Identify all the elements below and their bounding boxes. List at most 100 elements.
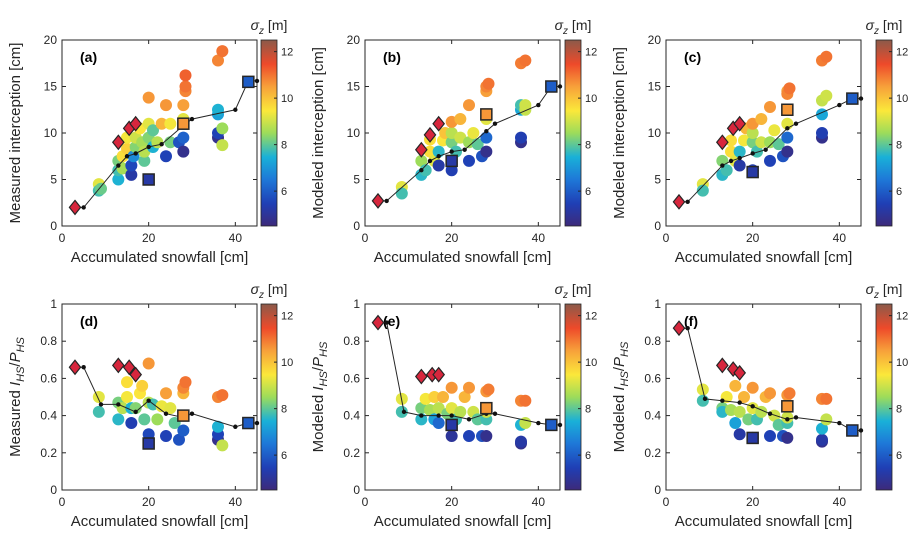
diamond-marker: [414, 368, 428, 385]
y-tick-label: 0.6: [343, 371, 360, 385]
data-point: [755, 113, 768, 126]
mean-marker: [720, 398, 725, 403]
diamond-marker: [715, 357, 729, 374]
x-tick-label: 0: [59, 495, 66, 509]
y-tick-label: 20: [347, 33, 361, 47]
data-point: [729, 417, 742, 430]
diamond-marker: [129, 115, 143, 132]
data-point: [519, 394, 532, 407]
x-axis-label: Accumulated snowfall [cm]: [71, 513, 249, 530]
data-point: [138, 154, 151, 167]
mean-marker: [81, 205, 86, 210]
y-tick-label: 0.8: [40, 334, 57, 348]
diamond-marker: [122, 359, 136, 376]
data-point: [480, 145, 493, 158]
colorbar-tick-label: 10: [585, 93, 597, 105]
mean-marker: [436, 413, 441, 418]
mean-marker: [163, 411, 169, 416]
data-point: [733, 145, 746, 158]
data-point: [519, 54, 532, 67]
x-tick-label: 40: [532, 231, 546, 245]
square-marker: [445, 418, 458, 432]
data-point: [772, 138, 785, 151]
mean-marker: [702, 396, 708, 402]
y-axis-label: Measured interception [cm]: [7, 43, 24, 224]
square-marker: [846, 424, 859, 437]
mean-marker: [189, 411, 195, 416]
data-point: [129, 402, 142, 415]
x-tick-label: 0: [663, 231, 670, 245]
colorbar-tick-label: 12: [896, 47, 908, 59]
x-tick-label: 40: [532, 495, 546, 509]
mean-marker: [536, 102, 541, 108]
data-point: [746, 381, 759, 394]
mean-marker: [685, 325, 690, 331]
mean-marker: [116, 163, 121, 168]
colorbar: [875, 39, 893, 227]
colorbar-tick-label: 6: [281, 450, 287, 462]
y-axis-label: Modeled IHS/PHS: [611, 341, 631, 452]
colorbar-tick-label: 12: [585, 311, 597, 323]
y-tick-label: 15: [347, 80, 361, 94]
data-point: [125, 417, 138, 430]
mean-marker: [737, 155, 742, 161]
data-point: [445, 430, 458, 443]
mean-marker: [763, 147, 768, 152]
data-point: [415, 154, 428, 167]
mean-marker: [436, 154, 441, 159]
colorbar-tick-label: 12: [585, 47, 597, 59]
colorbar-title: σz [m]: [866, 17, 903, 37]
x-tick-label: 0: [663, 495, 670, 509]
data-point: [764, 430, 776, 443]
data-point: [216, 139, 229, 152]
square-marker: [445, 154, 458, 168]
data-point: [95, 182, 107, 195]
mean-marker: [419, 168, 424, 173]
data-point: [432, 159, 445, 172]
data-point: [783, 82, 796, 95]
y-tick-label: 0.4: [343, 409, 360, 423]
colorbar-tick-label: 12: [281, 47, 293, 59]
mean-marker: [793, 121, 799, 126]
diamond-marker: [432, 115, 446, 132]
y-tick-label: 5: [50, 173, 57, 187]
panel-a: 0 20 40 0 5 10 15 20 Accumulated snowfall [cm] Me…: [7, 17, 293, 266]
data-point: [482, 383, 495, 396]
mean-marker: [116, 402, 121, 407]
colorbar-tick-label: 10: [896, 93, 908, 105]
data-point: [820, 392, 833, 405]
y-tick-label: 1: [353, 297, 360, 311]
colorbar-tick-label: 10: [281, 93, 293, 105]
data-point: [781, 145, 794, 158]
mean-marker: [254, 78, 260, 84]
data-point: [432, 402, 445, 415]
data-point: [160, 430, 172, 443]
colorbar: [260, 303, 278, 491]
diamond-marker: [111, 134, 125, 151]
colorbar-tick-label: 6: [585, 450, 591, 462]
data-point: [733, 405, 746, 418]
x-tick-label: 20: [142, 495, 156, 509]
data-point: [121, 376, 133, 389]
data-point: [725, 145, 737, 158]
data-point: [696, 184, 709, 197]
data-point: [216, 439, 229, 452]
colorbar-tick-label: 6: [896, 450, 902, 462]
colorbar: [564, 303, 582, 491]
data-point: [519, 99, 532, 112]
mean-marker: [384, 320, 389, 325]
panel-e: 0 20 40 0 0.2 0.4 0.6 0.8 1 Accumulated snowfall …: [310, 281, 597, 530]
data-point: [746, 136, 759, 149]
square-marker: [746, 165, 759, 179]
x-axis-label: Accumulated snowfall [cm]: [71, 249, 249, 266]
mean-marker: [233, 424, 238, 429]
data-point: [816, 127, 828, 139]
y-tick-label: 10: [44, 126, 58, 140]
y-tick-label: 10: [648, 126, 662, 140]
data-point: [482, 77, 495, 90]
data-point: [783, 387, 796, 400]
data-point: [177, 424, 190, 437]
data-point: [138, 413, 151, 426]
colorbar-tick-label: 6: [585, 186, 591, 198]
